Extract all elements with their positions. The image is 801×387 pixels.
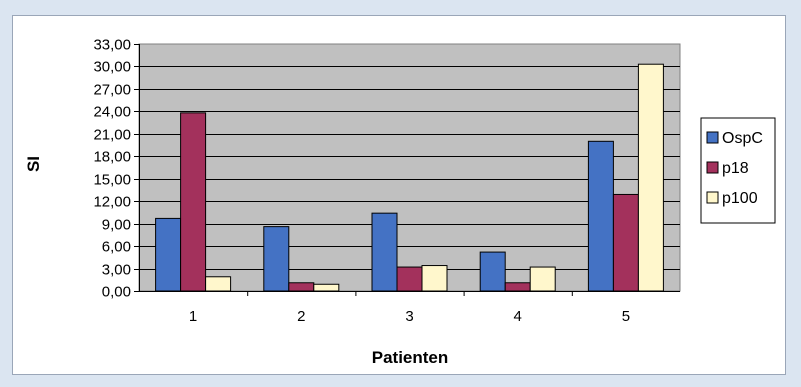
bar-p18-4 — [504, 282, 531, 292]
bar-OspC-1 — [155, 217, 182, 292]
y-tick-label: 0,00 — [102, 284, 131, 301]
y-tick-label: 21,00 — [93, 127, 131, 144]
x-tick-label: 1 — [189, 308, 197, 325]
bar-OspC-2 — [263, 226, 290, 292]
legend-swatch-p18 — [706, 161, 719, 174]
chart-caption — [0, 0, 801, 13]
y-tick-label: 12,00 — [93, 194, 131, 211]
y-tick-label: 3,00 — [102, 262, 131, 279]
x-axis-label: Patienten — [372, 348, 449, 367]
bar-p100-3 — [421, 265, 448, 292]
bar-p18-1 — [180, 112, 207, 292]
bar-p100-4 — [529, 266, 556, 292]
chart-panel: 0,00 3,00 6,00 9,00 12,00 15,00 18,00 21,00 24,0… — [12, 15, 786, 375]
y-tick-label: 6,00 — [102, 239, 131, 256]
bar-p100-2 — [313, 283, 340, 292]
legend-swatch-OspC — [706, 131, 719, 144]
bar-p18-5 — [612, 193, 639, 292]
bar-p18-2 — [288, 282, 315, 292]
bar-OspC-5 — [587, 140, 614, 292]
y-tick-label: 27,00 — [93, 82, 131, 99]
legend-swatch-p100 — [706, 191, 719, 204]
bar-p100-5 — [637, 63, 664, 292]
y-tick-label: 33,00 — [93, 37, 131, 54]
legend-label-p100: p100 — [722, 190, 758, 207]
y-tick-label: 24,00 — [93, 104, 131, 121]
bar-p100-1 — [205, 276, 232, 292]
x-tick-label: 4 — [514, 308, 522, 325]
legend-label-OspC: OspC — [722, 130, 763, 147]
bar-p18-3 — [396, 266, 423, 292]
x-tick-label: 5 — [622, 308, 630, 325]
x-tick-label: 3 — [405, 308, 413, 325]
x-tick-label: 2 — [297, 308, 305, 325]
y-tick-label: 9,00 — [102, 217, 131, 234]
bar-chart: 0,00 3,00 6,00 9,00 12,00 15,00 18,00 21,00 24,0… — [24, 37, 776, 367]
y-tick-label: 15,00 — [93, 172, 131, 189]
y-tick-label: 30,00 — [93, 59, 131, 76]
bar-OspC-3 — [371, 212, 398, 292]
y-axis-label: SI — [24, 156, 43, 172]
y-tick-label: 18,00 — [93, 149, 131, 166]
bar-OspC-4 — [479, 251, 506, 292]
legend-label-p18: p18 — [722, 160, 749, 177]
